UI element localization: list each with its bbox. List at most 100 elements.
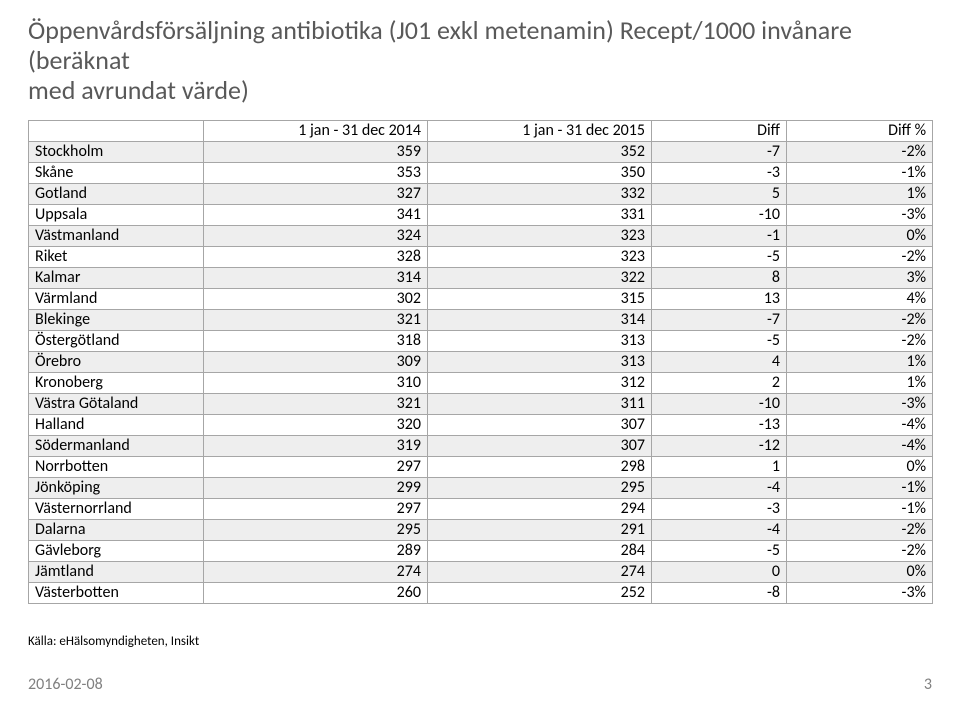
value-2015-cell: 322: [428, 267, 652, 288]
region-cell: Kalmar: [29, 267, 204, 288]
diff-cell: 4: [652, 351, 787, 372]
region-cell: Skåne: [29, 162, 204, 183]
diff-cell: -10: [652, 204, 787, 225]
table-row: Halland320307-13-4%: [29, 414, 933, 435]
region-cell: Blekinge: [29, 309, 204, 330]
diffpct-cell: -2%: [787, 141, 933, 162]
table-row: Uppsala341331-10-3%: [29, 204, 933, 225]
region-cell: Jönköping: [29, 477, 204, 498]
diff-cell: -7: [652, 141, 787, 162]
diffpct-cell: -1%: [787, 498, 933, 519]
value-2015-cell: 313: [428, 330, 652, 351]
table-body: Stockholm359352-7-2%Skåne353350-3-1%Gotl…: [29, 141, 933, 603]
value-2015-cell: 332: [428, 183, 652, 204]
diffpct-cell: -1%: [787, 477, 933, 498]
table-row: Skåne353350-3-1%: [29, 162, 933, 183]
diff-cell: -3: [652, 498, 787, 519]
page-title: Öppenvårdsförsäljning antibiotika (J01 e…: [28, 16, 932, 106]
table-row: Kronoberg31031221%: [29, 372, 933, 393]
value-2014-cell: 321: [204, 309, 428, 330]
value-2015-cell: 350: [428, 162, 652, 183]
value-2015-cell: 291: [428, 519, 652, 540]
table-row: Södermanland319307-12-4%: [29, 435, 933, 456]
source-text: Källa: eHälsomyndigheten, Insikt: [28, 634, 932, 649]
footer-page-number: 3: [924, 675, 932, 694]
value-2015-cell: 295: [428, 477, 652, 498]
diff-cell: 2: [652, 372, 787, 393]
value-2014-cell: 321: [204, 393, 428, 414]
table-header-diffpct: Diff %: [787, 120, 933, 141]
table-row: Blekinge321314-7-2%: [29, 309, 933, 330]
value-2015-cell: 323: [428, 246, 652, 267]
diffpct-cell: -4%: [787, 414, 933, 435]
diff-cell: -8: [652, 582, 787, 603]
table-row: Gävleborg289284-5-2%: [29, 540, 933, 561]
region-cell: Stockholm: [29, 141, 204, 162]
table-row: Norrbotten29729810%: [29, 456, 933, 477]
value-2015-cell: 252: [428, 582, 652, 603]
region-cell: Västra Götaland: [29, 393, 204, 414]
value-2015-cell: 331: [428, 204, 652, 225]
table-row: Riket328323-5-2%: [29, 246, 933, 267]
region-cell: Gävleborg: [29, 540, 204, 561]
value-2014-cell: 327: [204, 183, 428, 204]
diff-cell: -4: [652, 477, 787, 498]
value-2014-cell: 314: [204, 267, 428, 288]
table-row: Gotland32733251%: [29, 183, 933, 204]
table-header-diff: Diff: [652, 120, 787, 141]
diffpct-cell: -2%: [787, 246, 933, 267]
region-cell: Riket: [29, 246, 204, 267]
region-cell: Jämtland: [29, 561, 204, 582]
table-row: Västernorrland297294-3-1%: [29, 498, 933, 519]
diff-cell: 1: [652, 456, 787, 477]
diff-cell: -5: [652, 540, 787, 561]
value-2015-cell: 311: [428, 393, 652, 414]
value-2015-cell: 274: [428, 561, 652, 582]
diffpct-cell: -4%: [787, 435, 933, 456]
diff-cell: -12: [652, 435, 787, 456]
diffpct-cell: 1%: [787, 351, 933, 372]
diff-cell: -13: [652, 414, 787, 435]
table-row: Kalmar31432283%: [29, 267, 933, 288]
diffpct-cell: 0%: [787, 225, 933, 246]
table-row: Västmanland324323-10%: [29, 225, 933, 246]
diff-cell: -4: [652, 519, 787, 540]
region-cell: Västerbotten: [29, 582, 204, 603]
value-2014-cell: 353: [204, 162, 428, 183]
diffpct-cell: -2%: [787, 519, 933, 540]
table-row: Värmland302315134%: [29, 288, 933, 309]
diffpct-cell: 4%: [787, 288, 933, 309]
value-2014-cell: 295: [204, 519, 428, 540]
value-2014-cell: 274: [204, 561, 428, 582]
diff-cell: -1: [652, 225, 787, 246]
diff-cell: 13: [652, 288, 787, 309]
value-2014-cell: 302: [204, 288, 428, 309]
diffpct-cell: 3%: [787, 267, 933, 288]
diffpct-cell: -2%: [787, 309, 933, 330]
region-cell: Uppsala: [29, 204, 204, 225]
title-line-2: med avrundat värde): [28, 74, 249, 106]
diffpct-cell: 1%: [787, 372, 933, 393]
value-2014-cell: 309: [204, 351, 428, 372]
diff-cell: -10: [652, 393, 787, 414]
value-2014-cell: 289: [204, 540, 428, 561]
diffpct-cell: -3%: [787, 582, 933, 603]
table-row: Stockholm359352-7-2%: [29, 141, 933, 162]
value-2014-cell: 319: [204, 435, 428, 456]
table-row: Dalarna295291-4-2%: [29, 519, 933, 540]
page-footer: 2016-02-08 3: [0, 675, 960, 694]
value-2015-cell: 307: [428, 435, 652, 456]
table-header-2014: 1 jan - 31 dec 2014: [204, 120, 428, 141]
value-2015-cell: 313: [428, 351, 652, 372]
value-2015-cell: 298: [428, 456, 652, 477]
value-2015-cell: 312: [428, 372, 652, 393]
region-cell: Norrbotten: [29, 456, 204, 477]
value-2015-cell: 284: [428, 540, 652, 561]
table-row: Östergötland318313-5-2%: [29, 330, 933, 351]
region-cell: Västmanland: [29, 225, 204, 246]
value-2014-cell: 297: [204, 456, 428, 477]
diffpct-cell: 1%: [787, 183, 933, 204]
diff-cell: 8: [652, 267, 787, 288]
diffpct-cell: -1%: [787, 162, 933, 183]
diff-cell: -5: [652, 246, 787, 267]
